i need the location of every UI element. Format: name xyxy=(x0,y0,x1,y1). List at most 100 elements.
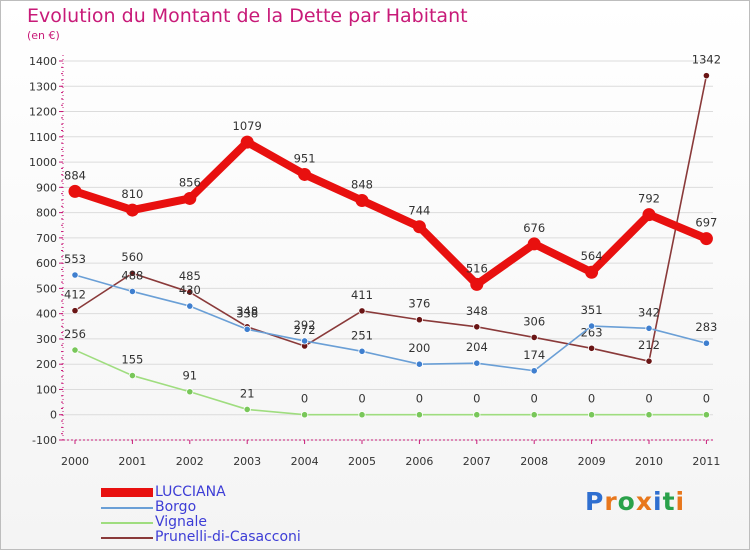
data-point xyxy=(412,220,426,234)
data-label: 0 xyxy=(645,392,652,406)
data-label: 0 xyxy=(703,392,710,406)
data-point xyxy=(470,277,484,291)
data-point xyxy=(702,339,711,347)
data-label: 272 xyxy=(294,323,316,337)
data-label: 91 xyxy=(182,369,197,383)
data-label: 174 xyxy=(523,348,545,362)
data-point xyxy=(473,359,481,367)
series-line-borgo xyxy=(74,274,708,372)
data-label: 348 xyxy=(236,304,258,318)
data-point xyxy=(585,265,599,279)
data-point xyxy=(298,167,312,181)
data-label: 21 xyxy=(240,386,255,400)
data-label: 560 xyxy=(121,250,143,264)
data-label: 251 xyxy=(351,328,373,342)
data-point xyxy=(240,135,254,149)
data-point xyxy=(300,411,309,419)
data-point xyxy=(527,237,541,251)
data-point xyxy=(645,411,653,419)
data-label: 200 xyxy=(408,341,430,355)
data-point xyxy=(645,324,653,332)
y-tick-label: 1200 xyxy=(29,106,57,119)
data-label: 256 xyxy=(64,327,86,341)
data-point xyxy=(415,411,423,419)
data-point xyxy=(699,232,713,246)
series-line-lucciana xyxy=(71,138,711,289)
data-label: 792 xyxy=(638,192,660,206)
data-point xyxy=(71,271,79,279)
logo-letter: i xyxy=(653,487,663,516)
x-tick-label: 2006 xyxy=(405,455,433,468)
data-label: 1079 xyxy=(233,119,262,133)
y-tick-label: -100 xyxy=(32,434,57,447)
y-tick-label: 500 xyxy=(36,282,57,295)
data-point xyxy=(128,371,136,380)
data-label: 212 xyxy=(638,338,660,352)
x-tick-label: 2001 xyxy=(118,455,146,468)
data-point xyxy=(355,193,369,207)
data-point xyxy=(300,337,309,345)
y-tick-label: 100 xyxy=(36,383,57,396)
data-label: 351 xyxy=(581,303,603,317)
logo-letter: r xyxy=(604,487,618,516)
logo-letter: P xyxy=(585,487,605,516)
data-point xyxy=(415,360,423,368)
legend-label: Vignale xyxy=(155,514,208,530)
data-point xyxy=(473,411,481,419)
data-label: 204 xyxy=(466,340,488,354)
legend: LUCCIANA Borgo Vignale Prunelli-di-Casac… xyxy=(101,484,361,545)
data-point xyxy=(587,344,596,352)
data-label: 263 xyxy=(581,325,603,339)
data-point xyxy=(702,72,711,80)
data-label: 306 xyxy=(523,314,545,328)
data-label: 0 xyxy=(588,392,595,406)
series-line-vignale xyxy=(74,349,708,416)
legend-swatch xyxy=(101,537,153,539)
data-point xyxy=(125,203,139,217)
logo-letter: i xyxy=(675,487,686,516)
legend-swatch xyxy=(101,488,153,497)
data-point xyxy=(186,302,194,310)
data-point xyxy=(183,191,197,205)
data-label: 292 xyxy=(294,318,316,332)
x-tick-label: 2000 xyxy=(61,455,89,468)
data-label: 884 xyxy=(64,168,86,182)
legend-item-vignale: Vignale xyxy=(101,514,361,530)
x-tick-label: 2011 xyxy=(692,455,720,468)
x-tick-label: 2009 xyxy=(578,455,606,468)
data-point xyxy=(243,405,251,414)
data-point xyxy=(128,269,136,277)
data-point xyxy=(645,357,653,365)
data-label: 697 xyxy=(695,216,717,230)
data-point xyxy=(71,307,79,315)
data-point xyxy=(415,316,423,324)
data-label: 810 xyxy=(121,187,143,201)
data-label: 0 xyxy=(416,392,423,406)
legend-item-prunelli: Prunelli-di-Casacconi xyxy=(101,529,361,545)
logo-letter: o xyxy=(617,487,636,516)
data-point xyxy=(530,333,538,342)
x-tick-label: 2008 xyxy=(520,455,548,468)
data-label: 342 xyxy=(638,305,660,319)
y-tick-label: 700 xyxy=(36,232,57,245)
data-label: 485 xyxy=(179,269,201,283)
y-tick-label: 1100 xyxy=(29,131,57,144)
y-tick-label: 1300 xyxy=(29,80,57,93)
data-label: 283 xyxy=(695,320,717,334)
data-label: 348 xyxy=(466,304,488,318)
data-point xyxy=(358,411,366,419)
data-label: 376 xyxy=(408,297,430,311)
data-label: 155 xyxy=(121,353,143,367)
data-point xyxy=(530,411,538,419)
chart-title: Evolution du Montant de la Dette par Hab… xyxy=(27,5,468,27)
data-point xyxy=(243,325,251,333)
data-point xyxy=(642,208,656,222)
data-point xyxy=(587,322,596,330)
logo-letter: x xyxy=(635,487,653,516)
data-point xyxy=(473,323,481,331)
y-tick-label: 900 xyxy=(36,181,57,194)
legend-label: Borgo xyxy=(155,499,197,515)
x-tick-label: 2005 xyxy=(348,455,376,468)
y-tick-label: 0 xyxy=(50,409,57,422)
